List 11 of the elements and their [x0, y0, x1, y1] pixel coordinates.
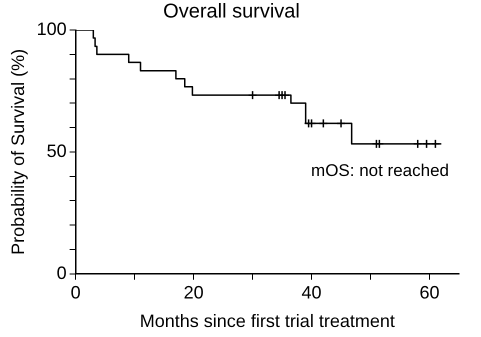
y-tick-label: 50 [46, 140, 67, 161]
x-axis-title: Months since first trial treatment [140, 311, 395, 332]
y-tick-label: 100 [36, 18, 67, 39]
x-tick-label: 60 [419, 282, 440, 303]
x-tick-label: 0 [70, 282, 81, 303]
y-axis-title: Probability of Survival (%) [8, 48, 28, 255]
y-tick-label: 0 [56, 262, 67, 283]
annotation: mOS: not reached [311, 161, 449, 180]
chart-title: Overall survival [163, 0, 300, 23]
x-tick-label: 40 [302, 282, 322, 303]
x-tick-label: 20 [184, 282, 204, 303]
